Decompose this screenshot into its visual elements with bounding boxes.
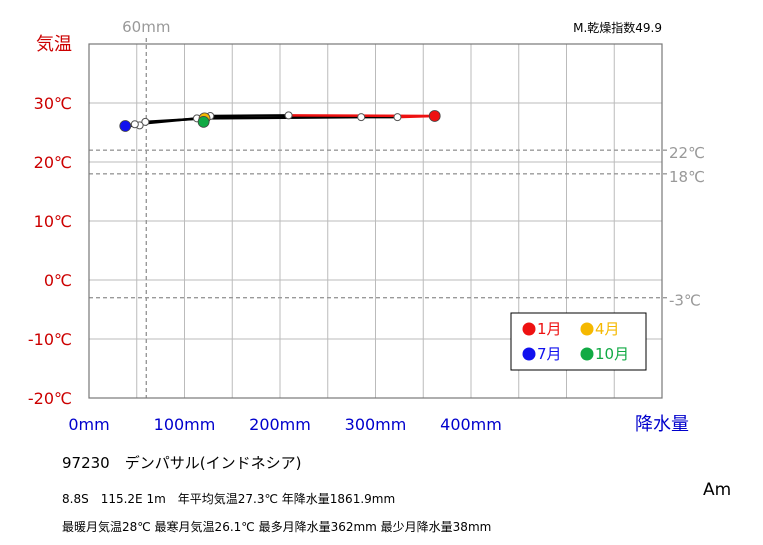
station-name: 97230 デンパサル(インドネシア): [62, 454, 302, 472]
legend-label-7: 7月: [537, 345, 562, 363]
y-tick-label: -20℃: [28, 389, 72, 408]
x-tick-label: 400mm: [440, 415, 502, 434]
month-points: [119, 110, 441, 132]
month-point-2: [393, 113, 402, 122]
month-point-10: [197, 115, 210, 128]
x-axis-title: 降水量: [635, 414, 689, 435]
legend-marker-7: [522, 347, 536, 361]
y-tick-label: -10℃: [28, 330, 72, 349]
legend-label-10: 10月: [595, 345, 629, 363]
grid: [89, 44, 662, 398]
y-tick-label: 10℃: [34, 212, 72, 231]
month-point-12: [284, 111, 293, 120]
legend-label-1: 1月: [537, 320, 562, 338]
reference-label-precip-60: 60mm: [122, 18, 170, 36]
y-tick-label: 20℃: [34, 153, 72, 172]
legend-marker-1: [522, 322, 536, 336]
y-axis-title: 気温: [36, 34, 72, 55]
reference-lines: 22℃ 18℃ -3℃ 60mm: [89, 18, 705, 398]
legend-label-4: 4月: [595, 320, 620, 338]
legend-box: [510, 312, 647, 371]
path-segment-11-12: [209, 114, 290, 118]
month-point-5: [141, 117, 150, 126]
reference-label-18: 18℃: [669, 168, 705, 186]
tick-labels: 30℃ 20℃ 10℃ 0℃ -10℃ -20℃ 0mm 100mm 200mm 300mm 400…: [28, 34, 689, 435]
legend-marker-10: [580, 347, 594, 361]
x-tick-label: 0mm: [68, 415, 109, 434]
month-point-3: [357, 113, 366, 122]
reference-label--3: -3℃: [669, 292, 701, 310]
aridity-label: M.乾燥指数49.9: [573, 20, 662, 35]
legend-marker-4: [580, 322, 594, 336]
x-tick-label: 200mm: [249, 415, 311, 434]
path-segment-3-4: [203, 115, 363, 120]
climate-class: Am: [703, 480, 732, 500]
plot-border: [88, 43, 663, 399]
reference-label-22: 22℃: [669, 144, 705, 162]
month-point-1: [428, 110, 441, 122]
station-summary-1: 8.8S 115.2E 1m 年平均気温27.3℃ 年降水量1861.9mm: [62, 492, 396, 506]
y-tick-label: 30℃: [34, 94, 72, 113]
month-point-8: [130, 120, 139, 129]
month-point-7: [119, 120, 132, 132]
y-tick-label: 0℃: [44, 271, 72, 290]
x-tick-label: 300mm: [345, 415, 407, 434]
x-tick-label: 100mm: [154, 415, 216, 434]
station-summary-2: 最暖月気温28℃ 最寒月気温26.1℃ 最多月降水量362mm 最少月降水量38…: [62, 520, 492, 534]
legend: 1月 4月 7月 10月: [510, 312, 647, 371]
